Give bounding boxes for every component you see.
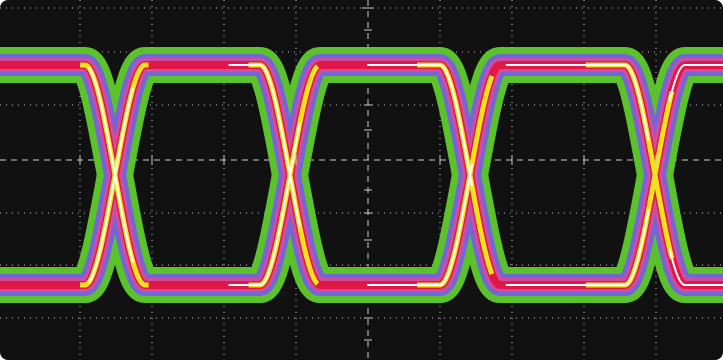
oscilloscope-screen — [0, 0, 723, 360]
eye-diagram — [0, 0, 723, 360]
eye-traces — [0, 65, 723, 285]
